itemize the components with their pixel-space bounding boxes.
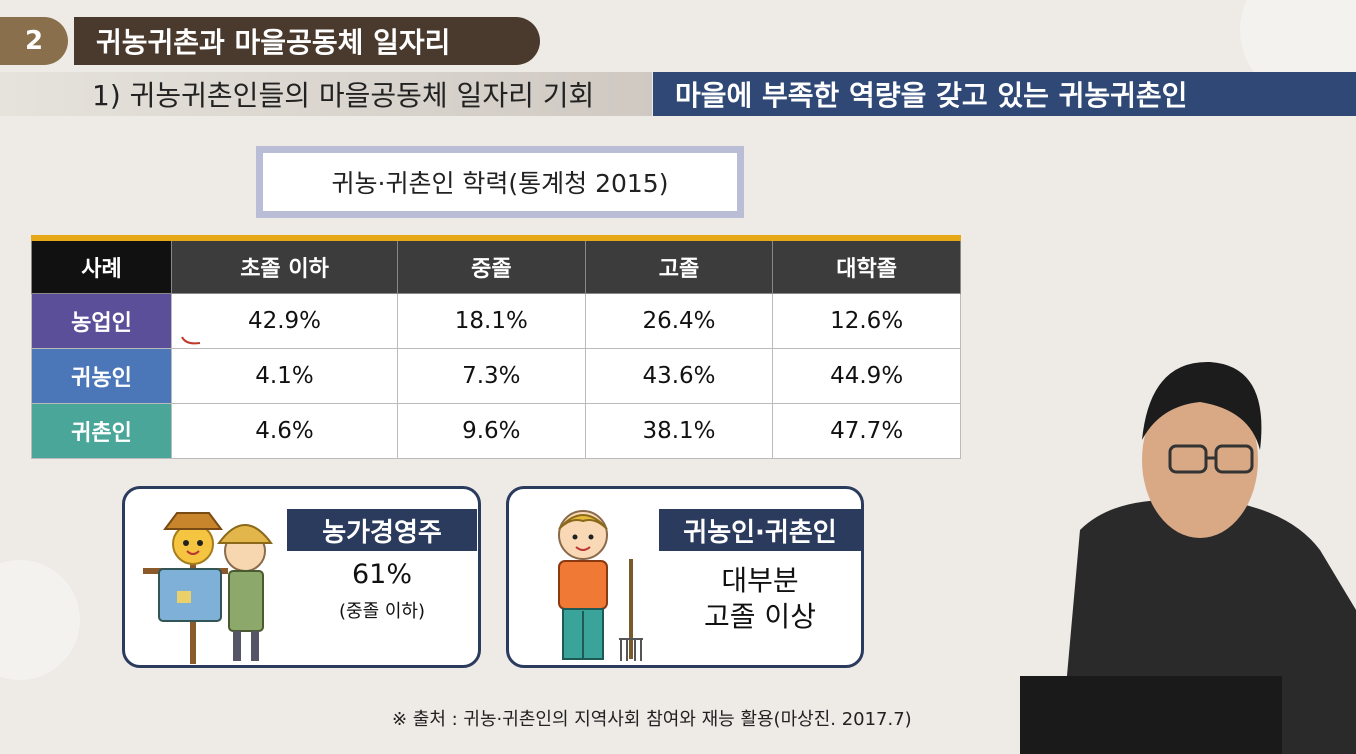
table-cell: 4.6% xyxy=(171,403,398,459)
card-badge: 농가경영주 xyxy=(287,509,477,551)
farm-manager-card: 농가경영주 61% (중졸 이하) xyxy=(122,486,481,668)
education-table: 사례 초졸 이하 중졸 고졸 대학졸 농업인 42.9% 18.1% 26.4%… xyxy=(31,235,961,459)
table-cell: 38.1% xyxy=(584,403,774,459)
column-header: 대학졸 xyxy=(772,237,961,294)
table-cell: 26.4% xyxy=(584,293,774,349)
source-citation: ※ 출처 : 귀농·귀촌인의 지역사회 참여와 재능 활용(마상진. 2017.… xyxy=(392,709,912,730)
returnee-card: 귀농인·귀촌인 대부분 고졸 이상 xyxy=(506,486,864,668)
table-cell: 43.6% xyxy=(584,348,774,404)
column-header: 중졸 xyxy=(397,237,586,294)
row-header: 농업인 xyxy=(31,293,172,349)
table-cell: 42.9% xyxy=(171,293,398,349)
column-header: 고졸 xyxy=(584,237,774,294)
section-number-badge: 2 xyxy=(0,17,68,65)
card-text-line: 대부분 xyxy=(721,564,799,597)
card-text-line: 고졸 이상 xyxy=(704,600,816,633)
slide-subtitle: 1) 귀농귀촌인들의 마을공동체 일자리 기회 xyxy=(0,72,652,116)
section-title: 귀농귀촌과 마을공동체 일자리 xyxy=(74,17,540,65)
presenter-video-figure xyxy=(1020,361,1356,754)
table-row: 귀촌인 4.6% 9.6% 38.1% 47.7% xyxy=(31,403,961,459)
table-header-row: 사례 초졸 이하 중졸 고졸 대학졸 xyxy=(31,237,961,294)
table-title-box: 귀농·귀촌인 학력(통계청 2015) xyxy=(256,146,744,218)
table-cell: 44.9% xyxy=(772,348,961,404)
column-header: 초졸 이하 xyxy=(171,237,398,294)
table-row: 농업인 42.9% 18.1% 26.4% 12.6% xyxy=(31,293,961,349)
table-cell: 4.1% xyxy=(171,348,398,404)
row-header: 귀촌인 xyxy=(31,403,172,459)
table-title: 귀농·귀촌인 학력(통계청 2015) xyxy=(263,153,737,211)
background-flower-decoration xyxy=(0,560,80,680)
row-header: 귀농인 xyxy=(31,348,172,404)
table-row: 귀농인 4.1% 7.3% 43.6% 44.9% xyxy=(31,348,961,404)
table-cell: 9.6% xyxy=(397,403,586,459)
card-note: (중졸 이하) xyxy=(338,601,425,622)
table-cell: 12.6% xyxy=(772,293,961,349)
table-cell: 47.7% xyxy=(772,403,961,459)
pen-annotation-mark xyxy=(181,336,201,345)
young-farmer-with-pitchfork-illustration xyxy=(558,510,643,661)
card-value: 61% xyxy=(351,559,412,590)
table-cell: 18.1% xyxy=(397,293,586,349)
highlight-caption: 마을에 부족한 역량을 갖고 있는 귀농귀촌인 xyxy=(653,72,1356,116)
scarecrow-and-farmer-illustration xyxy=(143,512,273,664)
card-badge: 귀농인·귀촌인 xyxy=(659,509,861,551)
table-cell: 7.3% xyxy=(397,348,586,404)
column-header: 사례 xyxy=(31,237,172,294)
